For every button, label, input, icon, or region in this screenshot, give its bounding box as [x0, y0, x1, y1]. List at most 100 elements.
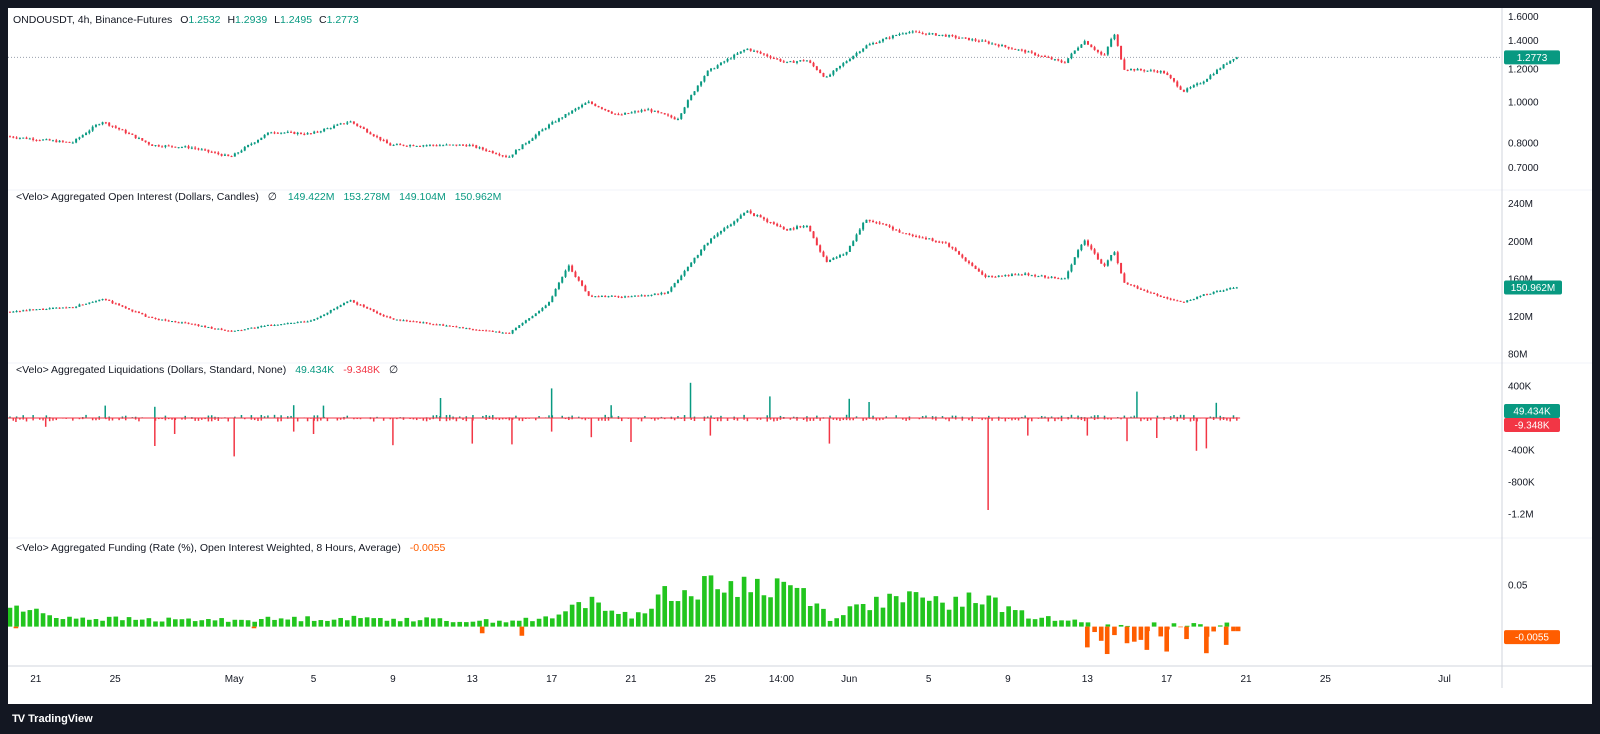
price-candle: [514, 150, 517, 155]
price-candle: [984, 40, 987, 42]
liq-long-bar: [250, 415, 253, 418]
oi-candle: [511, 330, 514, 334]
oi-candle: [280, 324, 283, 326]
liq-short-bar: [954, 418, 957, 420]
liq-long-bar: [783, 416, 785, 418]
price-candle: [71, 142, 74, 144]
funding-bar: [834, 618, 839, 627]
price-candle: [1027, 51, 1030, 53]
liq-short-spike: [987, 418, 989, 510]
funding-bar: [27, 610, 33, 627]
liq-long-bar: [1212, 416, 1215, 418]
oi-candle: [283, 323, 286, 325]
tradingview-brand[interactable]: TV TradingView: [12, 713, 93, 725]
oi-candle: [1169, 298, 1172, 300]
liq-short-bar: [508, 418, 511, 421]
liq-short-bar: [194, 418, 196, 421]
funding-bar: [1191, 623, 1197, 627]
price-candle: [888, 37, 891, 39]
price-candle: [901, 33, 904, 35]
funding-bar: [258, 618, 264, 627]
x-tick: 25: [705, 674, 717, 685]
price-candle: [18, 137, 21, 139]
funding-badge-text: -0.0055: [1515, 633, 1549, 644]
liq-short-bar: [1212, 418, 1215, 421]
price-candle: [577, 107, 580, 109]
oi-candle: [303, 321, 306, 323]
price-candle: [868, 44, 871, 46]
oi-candles: [8, 209, 1238, 335]
oi-candle: [1037, 276, 1040, 278]
oi-candle: [557, 282, 560, 289]
chart-area[interactable]: 1.6000 1.4000 1.2000 1.0000 0.8000 0.7000 240M…: [8, 8, 1592, 704]
price-candle: [633, 111, 636, 113]
price-candle: [1053, 59, 1056, 61]
liq-long-bar: [240, 414, 243, 418]
oi-candle: [630, 296, 633, 298]
funding-bar: [556, 614, 562, 627]
funding-bar: [788, 585, 793, 627]
liq-legend[interactable]: <Velo> Aggregated Liquidations (Dollars,…: [16, 364, 398, 376]
funding-bar: [735, 596, 740, 627]
price-candle: [567, 113, 570, 115]
funding-bar: [199, 620, 205, 627]
oi-value-open: 149.422M: [288, 191, 335, 203]
liq-short-spike: [233, 418, 235, 457]
price-candle: [1113, 34, 1116, 40]
funding-legend[interactable]: <Velo> Aggregated Funding (Rate (%), Ope…: [16, 542, 446, 554]
liq-short-spike: [292, 418, 295, 432]
price-candle: [1034, 52, 1037, 56]
funding-bar: [933, 596, 939, 627]
price-candle: [1096, 49, 1099, 52]
price-candle: [42, 139, 45, 141]
funding-bar: [999, 612, 1005, 627]
liq-short-bar: [601, 418, 603, 421]
price-candle: [538, 131, 541, 135]
oi-candle: [346, 301, 349, 304]
price-candle: [1020, 49, 1023, 51]
price-candle: [1232, 58, 1235, 61]
liq-long-bar: [548, 415, 550, 418]
liq-short-bar: [201, 418, 203, 420]
price-candle: [247, 144, 250, 147]
oi-legend[interactable]: <Velo> Aggregated Open Interest (Dollars…: [16, 191, 501, 203]
oi-candle: [769, 221, 772, 223]
price-candle: [465, 145, 468, 147]
funding-bar: [311, 620, 317, 627]
chart-canvas[interactable]: 1.6000 1.4000 1.2000 1.0000 0.8000 0.7000 240M…: [8, 8, 1592, 704]
liq-short-bar: [505, 418, 507, 420]
liq-short-bar: [1110, 418, 1112, 420]
oi-candle: [207, 327, 210, 329]
funding-bar: [272, 619, 277, 627]
x-tick: 17: [1161, 674, 1173, 685]
price-y-tick: 0.7000: [1508, 163, 1539, 174]
funding-bar: [318, 620, 324, 627]
price-candle: [22, 137, 25, 139]
funding-bar: [457, 621, 463, 627]
oi-candle: [624, 296, 627, 298]
price-candle: [296, 132, 299, 134]
funding-title: <Velo> Aggregated Funding (Rate (%), Ope…: [16, 542, 401, 554]
liq-short-bar: [1236, 418, 1238, 421]
liq-short-bar: [657, 418, 659, 420]
oi-candle: [210, 327, 213, 329]
funding-bar: [715, 589, 720, 627]
price-candle: [1153, 70, 1156, 72]
price-candle: [1129, 69, 1132, 71]
price-candle: [58, 140, 61, 143]
funding-bar: [523, 617, 529, 627]
liq-short-bar: [95, 418, 97, 421]
oi-candle: [399, 319, 402, 321]
liq-short-bar: [971, 418, 974, 422]
liq-short-bar: [670, 418, 673, 420]
oi-candle: [505, 332, 507, 334]
price-legend[interactable]: ONDOUSDT, 4h, Binance-Futures O1.2532 H1…: [13, 14, 359, 26]
liq-short-bar: [568, 418, 570, 421]
funding-bar: [450, 622, 456, 627]
price-candle: [452, 144, 455, 146]
oi-candle: [521, 322, 524, 326]
price-candle: [495, 153, 498, 155]
price-candle: [620, 114, 623, 116]
liq-long-bar: [45, 415, 48, 418]
funding-neg-bar: [1124, 626, 1130, 644]
